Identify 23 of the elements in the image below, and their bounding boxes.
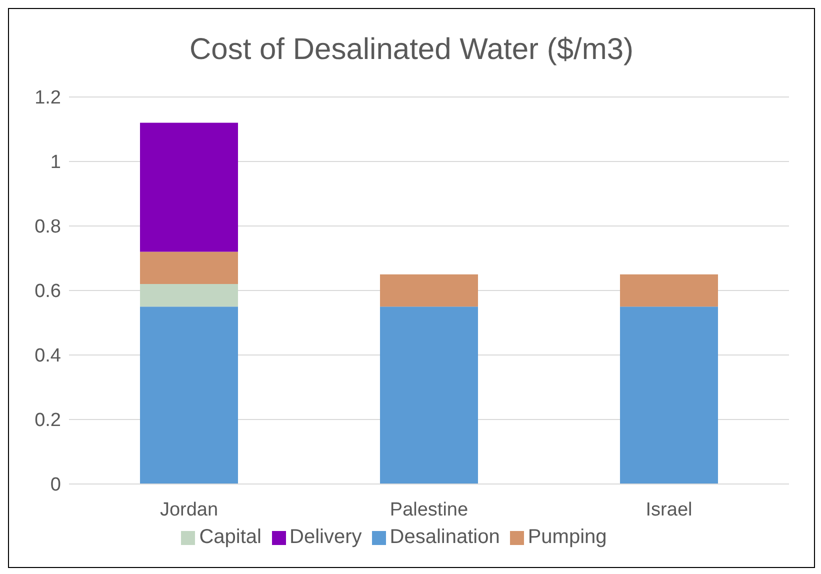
y-tick-label: 0.2 (34, 410, 61, 432)
bar (140, 306, 238, 484)
legend-label: Desalination (390, 526, 500, 548)
x-tick-label: Jordan (160, 499, 218, 520)
bar (140, 252, 238, 284)
bar (620, 274, 718, 307)
legend-label: Pumping (528, 526, 607, 548)
y-tick-label: 0.6 (34, 281, 61, 302)
bar (380, 306, 478, 484)
y-tick-label: 0 (50, 474, 61, 496)
bar (620, 306, 718, 484)
y-tick-label: 1 (50, 152, 61, 174)
legend-label: Delivery (290, 526, 362, 548)
x-tick-label: Israel (646, 499, 692, 520)
y-tick-label: 0.4 (34, 346, 62, 367)
bar (140, 122, 238, 252)
x-tick-label: Palestine (390, 499, 468, 520)
legend-label: Capital (199, 526, 262, 548)
chart-title: Cost of Desalinated Water ($/m3) (188, 33, 635, 68)
bar (380, 274, 478, 307)
bar (140, 284, 238, 307)
y-tick-label: 0.8 (34, 216, 61, 238)
y-tick-label: 1.2 (34, 88, 61, 109)
